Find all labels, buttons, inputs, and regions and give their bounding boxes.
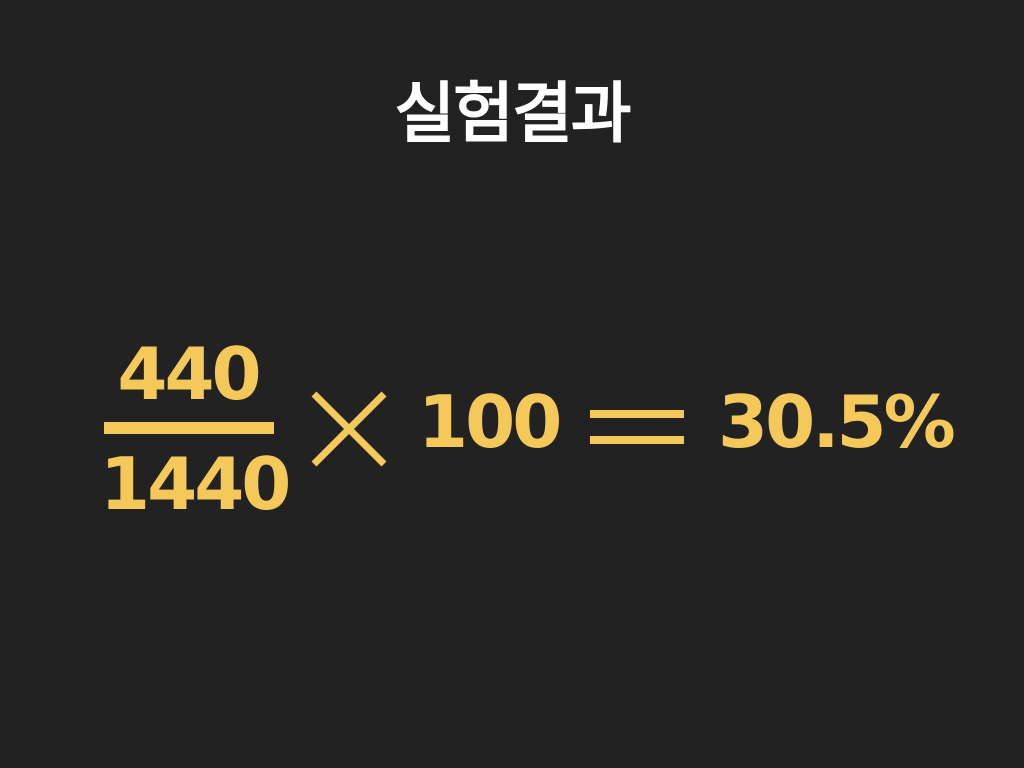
fraction-denominator: 1440 [100, 442, 291, 526]
equals-icon [590, 400, 684, 450]
fraction-bar [104, 422, 274, 434]
multiplier-value: 100 [418, 380, 562, 464]
equals-top-line [590, 410, 684, 418]
result-value: 30.5% [718, 380, 956, 464]
fraction-numerator: 440 [117, 332, 261, 416]
equals-bottom-line [590, 436, 684, 444]
fraction: 440 1440 [100, 332, 291, 526]
slide-title: 실험결과 [394, 75, 632, 152]
times-icon [311, 391, 387, 467]
